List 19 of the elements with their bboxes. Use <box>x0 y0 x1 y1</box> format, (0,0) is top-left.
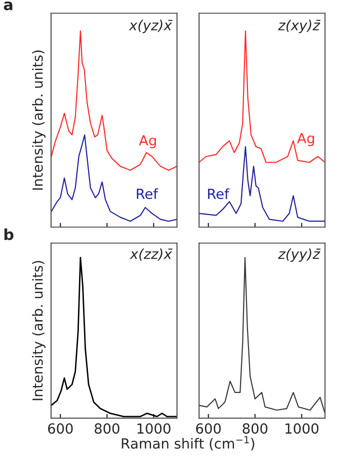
x-tick-label: 600 <box>196 423 221 434</box>
y-axis-title: Intensity (arb. units) <box>32 260 46 400</box>
x-tick-label: 1000 <box>138 423 170 434</box>
series-label: Ref <box>136 188 158 200</box>
text: a <box>4 2 12 10</box>
series-label: Ref <box>208 188 230 200</box>
annotation: z(yy)z̄ <box>278 248 321 262</box>
text: b <box>4 228 14 240</box>
x-tick-label: 600 <box>48 423 73 434</box>
annotation: x(yz)x̄ <box>128 20 172 34</box>
x-axis-title: Raman shift (cm$^{−1}$) <box>122 436 254 450</box>
annotation: x(zz)x̄ <box>130 248 172 261</box>
y-axis-title: Intensity (arb. units) <box>32 50 46 190</box>
x-tick-label: 1000 <box>286 423 318 434</box>
x-tick-label: 800 <box>94 423 120 434</box>
series-label: Ag <box>297 133 314 146</box>
series-label: Ag <box>138 135 156 148</box>
x-tick-label: 800 <box>242 423 268 434</box>
annotation: z(xy)z̄ <box>278 20 321 34</box>
